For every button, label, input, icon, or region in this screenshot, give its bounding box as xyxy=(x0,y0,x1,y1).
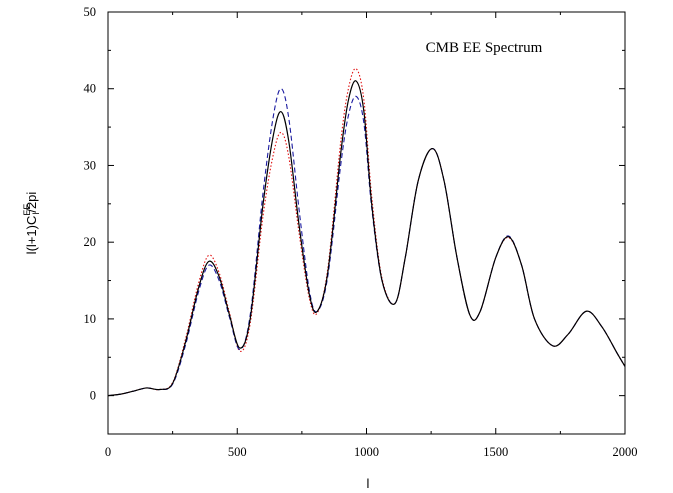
y-axis-title: l(l+1)CEEl/2pi xyxy=(22,192,41,255)
x-axis-title: l xyxy=(367,476,370,491)
x-tick-label: 1000 xyxy=(354,445,379,459)
spectrum-annotation: CMB EE Spectrum xyxy=(426,40,543,56)
y-tick-label: 40 xyxy=(84,82,97,96)
x-axis: 0 500 1000 1500 2000 xyxy=(105,12,638,459)
y-tick-label: 20 xyxy=(84,235,97,249)
y-tick-label: 0 xyxy=(90,389,96,403)
x-tick-label: 500 xyxy=(228,445,247,459)
y-axis-title-subscript: l xyxy=(31,213,41,215)
y-tick-label: 30 xyxy=(84,158,97,172)
plot-frame xyxy=(107,11,626,435)
y-axis-title-base: l(l+1)C xyxy=(24,216,39,255)
y-axis-title-superscript: EE xyxy=(22,204,32,216)
x-tick-label: 1500 xyxy=(483,445,508,459)
y-axis-title-suffix: /2pi xyxy=(24,192,39,213)
x-tick-label: 2000 xyxy=(613,445,638,459)
x-tick-label: 0 xyxy=(105,445,111,459)
y-tick-label: 50 xyxy=(84,5,97,19)
y-tick-label: 10 xyxy=(84,312,97,326)
y-axis: 0 10 20 30 40 50 xyxy=(84,5,625,435)
series-line-solid xyxy=(108,80,625,397)
series-layer xyxy=(108,68,625,397)
